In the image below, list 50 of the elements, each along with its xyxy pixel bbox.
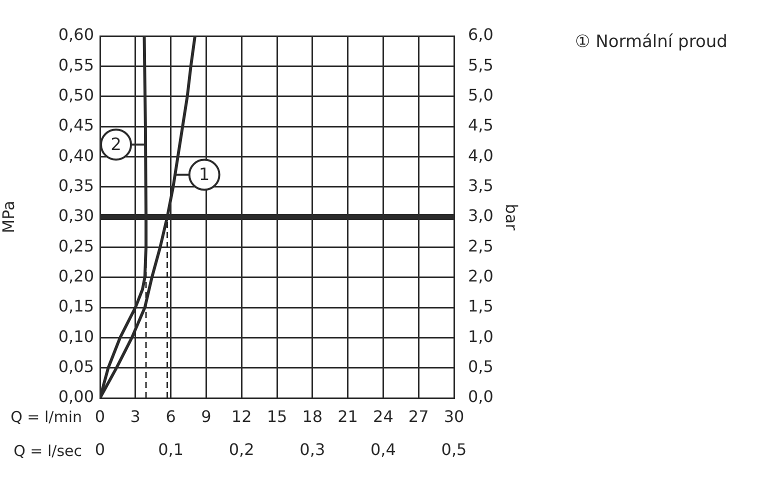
y2-tick-label: 2,0 xyxy=(468,266,494,286)
x2-tick-label: 0,4 xyxy=(370,440,396,459)
x-tick-label: 18 xyxy=(302,406,323,426)
x-tick-label: 12 xyxy=(231,406,252,426)
y-tick-label: 0,60 xyxy=(58,25,94,44)
y2-tick-label: 5,0 xyxy=(468,85,494,104)
x-axis-title: Q = l/min xyxy=(10,408,82,426)
y2-tick-label: 4,0 xyxy=(468,146,494,165)
y-tick-label: 0,45 xyxy=(58,116,94,135)
annotation: 2 xyxy=(110,135,122,156)
y2-tick-label: 0,0 xyxy=(468,387,494,406)
y2-tick-label: 1,0 xyxy=(468,326,494,346)
x-tick-label: 3 xyxy=(130,406,140,426)
x-tick-label: 24 xyxy=(373,406,394,426)
y2-axis-title: bar xyxy=(502,204,522,231)
x-tick-label: 27 xyxy=(408,406,429,426)
y-tick-label: 0,55 xyxy=(58,55,94,74)
annotation: 1 xyxy=(198,165,210,186)
y2-tick-label: 1,5 xyxy=(468,296,494,316)
y-tick-label: 0,50 xyxy=(58,85,94,104)
x-tick-label: 6 xyxy=(166,406,176,426)
x-tick-label: 9 xyxy=(201,406,212,426)
x2-tick-label: 0 xyxy=(94,440,106,459)
y-tick-label: 0,15 xyxy=(58,296,94,316)
x2-tick-label: 0,2 xyxy=(228,440,254,459)
y-tick-label: 0,05 xyxy=(58,356,94,376)
y2-tick-label: 0,5 xyxy=(468,356,494,376)
y-tick-label: 0,25 xyxy=(58,236,94,256)
y-tick-label: 0,30 xyxy=(58,206,94,226)
y2-tick-label: 3,0 xyxy=(468,206,494,226)
x-tick-label: 30 xyxy=(444,406,464,426)
y2-tick-label: 2,5 xyxy=(468,236,494,256)
x2-tick-label: 0,1 xyxy=(158,440,184,459)
x2-tick-label: 0,3 xyxy=(300,440,326,459)
x2-tick-label: 0,5 xyxy=(441,440,467,459)
y2-tick-label: 6,0 xyxy=(468,25,494,44)
y2-tick-label: 4,5 xyxy=(468,116,494,135)
y-tick-label: 0,00 xyxy=(58,387,94,406)
y-tick-label: 0,20 xyxy=(58,266,94,286)
y2-tick-label: 3,5 xyxy=(468,176,494,195)
y2-tick-label: 5,5 xyxy=(468,55,494,74)
x-tick-label: 21 xyxy=(338,406,358,426)
y-tick-label: 0,10 xyxy=(58,326,94,346)
text: ① Normální proud xyxy=(575,32,728,52)
x-tick-label: 15 xyxy=(266,406,288,426)
y-axis-title: MPa xyxy=(0,200,18,234)
y-tick-label: 0,35 xyxy=(58,176,94,195)
x2-axis-title: Q = l/sec xyxy=(14,442,82,460)
y-tick-label: 0,40 xyxy=(58,146,94,165)
x-tick-label: 0 xyxy=(94,406,106,426)
